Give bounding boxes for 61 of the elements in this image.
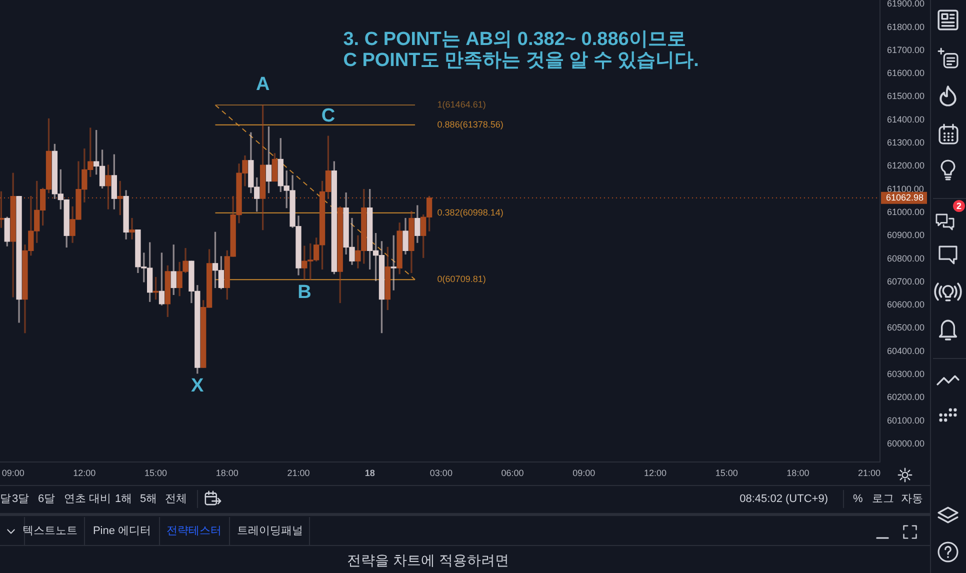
clock-text: 08:45:02 (UTC+9) <box>740 492 828 506</box>
x-tick-label: 21:00 <box>287 468 310 478</box>
y-tick-label: 61700.00 <box>887 44 925 55</box>
ref-line-label: 61062.98 <box>886 192 924 202</box>
annotation: X <box>191 376 204 397</box>
y-tick-label: 61100.00 <box>887 184 924 194</box>
y-tick-label: 61500.00 <box>887 91 925 102</box>
annotation: A <box>256 74 270 96</box>
range-label: 6달 <box>38 492 56 506</box>
y-tick-label: 60700.00 <box>887 276 925 286</box>
y-tick-label: 61400.00 <box>887 114 925 124</box>
x-tick-label: 12:00 <box>644 468 667 478</box>
y-tick-label: 61900.00 <box>887 0 925 9</box>
x-tick-label: 12:00 <box>73 468 96 478</box>
y-tick-label: 61300.00 <box>887 138 925 148</box>
x-tick-label: 15:00 <box>144 468 168 478</box>
x-tick-label: 18:00 <box>786 468 810 478</box>
annotation: B <box>298 282 312 303</box>
tab-label: 전략테스터 <box>166 524 222 538</box>
tab-label: 트레이딩패널 <box>237 524 303 538</box>
y-tick-label: 60200.00 <box>887 392 925 402</box>
x-tick-label: 03:00 <box>430 468 452 478</box>
candlestick <box>129 218 135 240</box>
tab-label: Pine 에디터 <box>92 524 152 538</box>
y-tick-label: 60800.00 <box>887 253 925 264</box>
range-label: 1해 <box>115 492 132 506</box>
scale-label: % <box>853 492 863 506</box>
x-tick-label: 09:00 <box>572 468 596 478</box>
text: 0(60709.81) <box>437 274 486 284</box>
text: 0.382(60998.14) <box>437 207 504 218</box>
y-tick-label: 60500.00 <box>887 322 925 333</box>
y-tick-label: 60900.00 <box>887 230 925 240</box>
panel-message: 전략을 차트에 적용하려면 <box>347 551 509 569</box>
y-tick-label: 60600.00 <box>887 300 925 310</box>
y-tick-label: 60300.00 <box>887 368 925 379</box>
range-label: 연초 대비 <box>64 492 112 506</box>
scale-label: 자동 <box>901 492 923 506</box>
range-label: 5해 <box>140 492 158 506</box>
text: 1(61464.61) <box>437 99 486 110</box>
y-tick-label: 60000.00 <box>887 438 925 448</box>
y-tick-label: 61600.00 <box>887 68 925 78</box>
y-tick-label: 60100.00 <box>887 415 925 426</box>
range-label: 전체 <box>165 492 187 506</box>
y-tick-label: 61000.00 <box>887 206 925 217</box>
text: 3. C POINT는 AB의 0.382~ 0.886이므로 C POINT도 만족하는 것을 알 수 있습니다. <box>343 29 699 72</box>
x-tick-label: 06:00 <box>501 468 524 478</box>
x-tick-label: 15:00 <box>715 468 738 478</box>
tab-label: 텍스트노트 <box>22 524 78 538</box>
x-tick-label: 18:00 <box>216 468 238 478</box>
y-tick-label: 60400.00 <box>887 346 925 356</box>
x-tick-label: 21:00 <box>858 468 881 478</box>
y-tick-label: 61800.00 <box>887 22 925 32</box>
scale-label: 로그 <box>872 492 894 506</box>
range-label: 달 <box>0 492 11 506</box>
range-label: 3달 <box>12 492 30 506</box>
x-tick-label: 18 <box>364 468 375 478</box>
y-tick-label: 61200.00 <box>887 160 925 171</box>
text: 0.886(61378.56) <box>437 119 504 130</box>
annotation: C <box>321 105 336 126</box>
x-tick-label: 09:00 <box>2 468 24 478</box>
notification-badge: 2 <box>953 200 965 212</box>
